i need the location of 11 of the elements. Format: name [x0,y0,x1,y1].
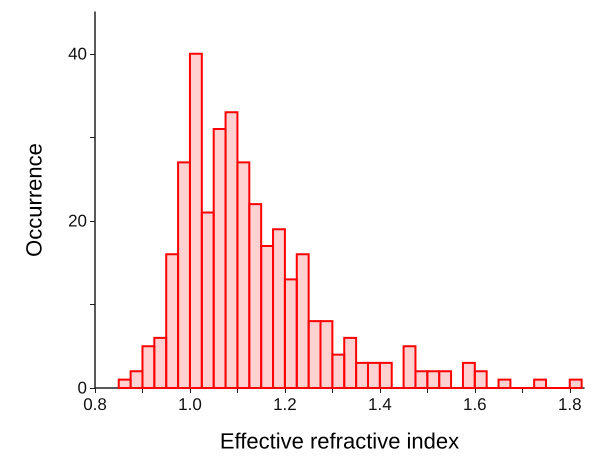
x-tick-label: 1.2 [273,395,297,414]
x-tick-label: 0.8 [83,395,107,414]
y-tick-label: 0 [78,378,87,398]
x-tick-label: 1.6 [462,395,487,414]
y-tick-label: 40 [68,44,87,64]
y-tick-label: 20 [68,211,87,230]
x-axis-title: Effective refractive index [220,428,460,454]
x-tick-label: 1.0 [178,395,202,414]
y-axis-title: Occurrence [22,143,46,257]
x-tick-label: 1.4 [368,395,392,414]
x-tick-label: 1.8 [558,395,582,414]
